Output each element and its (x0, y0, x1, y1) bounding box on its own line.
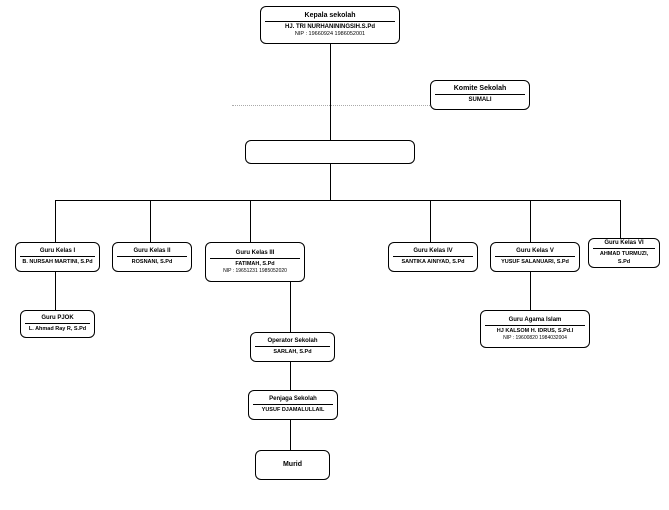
label-name: SUMALI (435, 97, 525, 105)
label-name: HJ KALSOM H. IDRUS, S.Pd.I (485, 328, 585, 335)
node-guru-pjok: Guru PJOK L. Ahmad Ray R, S.Pd (20, 310, 95, 338)
node-komite-sekolah: Komite Sekolah SUMALI (430, 80, 530, 110)
node-guru-kelas-1: Guru Kelas I B. NURSAH MARTINI, S.Pd (15, 242, 100, 272)
label-name: FATIMAH, S.Pd (210, 261, 300, 268)
node-guru-kelas-4: Guru Kelas IV SANTIKA AINIYAD, S.Pd (388, 242, 478, 272)
connector (290, 362, 291, 390)
node-guru-kelas-5: Guru Kelas V YUSUF SALANUARI, S.Pd (490, 242, 580, 272)
connector (55, 272, 56, 310)
connector (620, 200, 621, 242)
label-title: Komite Sekolah (435, 85, 525, 95)
label-title: Guru Kelas I (20, 248, 95, 257)
label-title: Guru Kelas V (495, 248, 575, 257)
label-title: Murid (260, 460, 325, 469)
label-title: Guru PJOK (25, 315, 90, 324)
node-kepala-sekolah: Kepala sekolah HJ. TRI NURHANININGSIH.S.… (260, 6, 400, 44)
node-penjaga-sekolah: Penjaga Sekolah YUSUF DJAMALULLAIL (248, 390, 338, 420)
label-nip: NIP : 19600820 1984032004 (485, 335, 585, 342)
node-guru-kelas-2: Guru Kelas II ROSNANI, S.Pd (112, 242, 192, 272)
label-name: AHMAD TURMUZI, S.Pd (593, 251, 655, 265)
connector (530, 200, 531, 242)
node-empty (245, 140, 415, 164)
label-title: Operator Sekolah (255, 338, 330, 347)
connector (290, 420, 291, 450)
label-name: HJ. TRI NURHANININGSIH.S.Pd (265, 24, 395, 32)
connector (55, 200, 56, 242)
connector (55, 200, 620, 201)
connector (250, 200, 251, 242)
label-title: Guru Kelas III (210, 250, 300, 259)
connector-dotted (232, 105, 430, 106)
connector (150, 200, 151, 242)
connector (290, 282, 291, 332)
label-title: Kepala sekolah (265, 12, 395, 22)
label-name: YUSUF DJAMALULLAIL (253, 407, 333, 414)
label-title: Guru Kelas VI (593, 240, 655, 249)
label-title: Guru Kelas II (117, 248, 187, 257)
label-name: YUSUF SALANUARI, S.Pd (495, 259, 575, 266)
label-title: Guru Agama Islam (485, 317, 585, 326)
label-nip: NIP : 19660924 1986052001 (265, 31, 395, 38)
node-guru-agama: Guru Agama Islam HJ KALSOM H. IDRUS, S.P… (480, 310, 590, 348)
label-name: ROSNANI, S.Pd (117, 259, 187, 266)
connector (330, 44, 331, 140)
node-guru-kelas-6: Guru Kelas VI AHMAD TURMUZI, S.Pd (588, 238, 660, 268)
label-name: B. NURSAH MARTINI, S.Pd (20, 259, 95, 266)
node-murid: Murid (255, 450, 330, 480)
label-name: SARLAH, S.Pd (255, 349, 330, 356)
label-name: SANTIKA AINIYAD, S.Pd (393, 259, 473, 266)
label-title: Penjaga Sekolah (253, 396, 333, 405)
label-nip: NIP : 19651231 1985052020 (210, 268, 300, 275)
connector (430, 200, 431, 242)
node-operator-sekolah: Operator Sekolah SARLAH, S.Pd (250, 332, 335, 362)
connector (530, 272, 531, 310)
node-guru-kelas-3: Guru Kelas III FATIMAH, S.Pd NIP : 19651… (205, 242, 305, 282)
label-title: Guru Kelas IV (393, 248, 473, 257)
label-name: L. Ahmad Ray R, S.Pd (25, 326, 90, 333)
connector (330, 164, 331, 200)
